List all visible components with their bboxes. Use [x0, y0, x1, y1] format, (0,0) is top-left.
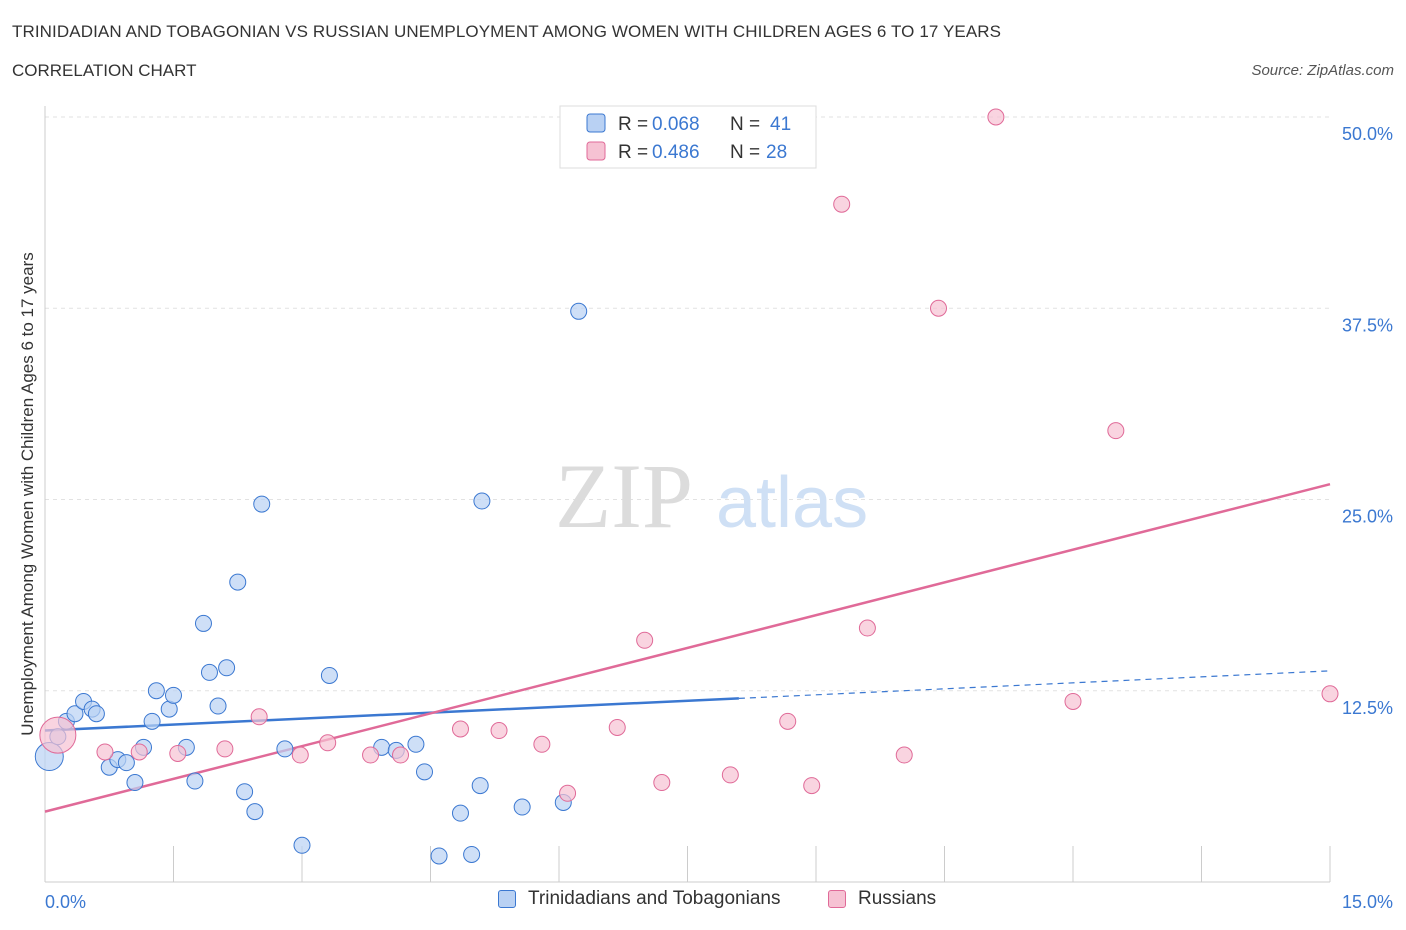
point-trinidadian-20 — [209, 697, 227, 715]
point-russian-10 — [451, 720, 469, 738]
point-russian-17 — [721, 766, 739, 784]
legend-swatch-blue — [586, 113, 606, 133]
point-trinidadian-21 — [218, 659, 236, 677]
point-russian-27 — [1321, 685, 1339, 703]
point-russian-1 — [96, 743, 114, 761]
point-russian-0 — [39, 716, 77, 754]
source-label: Source: ZipAtlas.com — [1251, 62, 1394, 79]
x-tick-label-min: 0.0% — [45, 892, 86, 912]
trendline-russian — [44, 482, 1331, 813]
legend-label-russians: Russians — [858, 888, 937, 909]
point-trinidadian-34 — [451, 804, 469, 822]
point-trinidadian-28 — [320, 666, 338, 684]
point-trinidadian-19 — [200, 663, 218, 681]
point-russian-25 — [1064, 692, 1082, 710]
x-tick-label-max: 15.0% — [1342, 892, 1393, 912]
point-trinidadian-18 — [194, 614, 212, 632]
trendline-trinidadian — [44, 697, 739, 732]
point-russian-6 — [291, 746, 309, 764]
legend-label-trinidadians: Trinidadians and Tobagonians — [528, 888, 781, 909]
point-trinidadian-32 — [416, 763, 434, 781]
point-trinidadian-24 — [246, 803, 264, 821]
point-trinidadian-12 — [143, 712, 161, 730]
point-trinidadian-3 — [66, 705, 84, 723]
legend-n-label-2: N = — [730, 142, 760, 163]
point-trinidadian-25 — [253, 495, 271, 513]
point-trinidadian-17 — [186, 772, 204, 790]
point-trinidadian-40 — [570, 302, 588, 320]
point-trinidadian-35 — [463, 845, 481, 863]
point-russian-11 — [490, 722, 508, 740]
y-tick-label-0: 12.5% — [1342, 698, 1393, 718]
point-russian-7 — [319, 734, 337, 752]
legend-r-label-2: R = — [618, 142, 648, 163]
point-trinidadian-9 — [117, 754, 135, 772]
legend-item-trinidadians: Trinidadians and Tobagonians — [498, 888, 780, 910]
point-trinidadian-15 — [165, 686, 182, 704]
point-trinidadian-13 — [147, 682, 165, 700]
axes — [44, 106, 1331, 883]
legend-swatch-pink — [586, 141, 606, 161]
trendlines — [44, 482, 1331, 813]
point-russian-26 — [1107, 422, 1125, 440]
point-trinidadian-22 — [229, 573, 247, 591]
watermark-atlas: atlas — [716, 463, 868, 543]
legend-swatch-russians — [828, 890, 846, 908]
point-russian-2 — [130, 743, 148, 761]
point-russian-12 — [533, 735, 551, 753]
y-tick-label-2: 37.5% — [1342, 315, 1393, 335]
y-axis-label: Unemployment Among Women with Children A… — [18, 252, 37, 736]
point-russian-5 — [250, 708, 268, 726]
point-russian-15 — [636, 631, 654, 649]
point-trinidadian-10 — [126, 774, 144, 792]
point-trinidadian-38 — [513, 798, 531, 816]
point-russian-21 — [858, 619, 876, 637]
gridlines — [45, 116, 1330, 692]
point-russian-19 — [803, 777, 821, 795]
legend-r-label-1: R = — [618, 114, 648, 135]
point-trinidadian-23 — [236, 783, 254, 801]
point-trinidadian-6 — [87, 705, 105, 723]
point-russian-4 — [216, 740, 234, 758]
point-russian-16 — [653, 774, 671, 792]
point-russian-23 — [930, 299, 948, 317]
x-tick-labels: 0.0% 15.0% — [45, 892, 1393, 912]
y-tick-label-3: 50.0% — [1342, 124, 1393, 144]
point-russian-3 — [169, 744, 187, 762]
point-trinidadian-36 — [471, 777, 489, 795]
point-russian-14 — [608, 718, 626, 736]
watermark: ZIP atlas — [555, 445, 868, 547]
point-russian-9 — [392, 746, 410, 764]
point-trinidadian-31 — [407, 735, 425, 753]
point-trinidadian-27 — [293, 836, 311, 854]
legend-box: R = 0.068 N = 41 R = 0.486 N = 28 — [559, 105, 817, 169]
legend-n-label-1: N = — [730, 114, 760, 135]
point-russian-24 — [987, 108, 1005, 126]
point-russian-13 — [559, 784, 577, 802]
legend-n-value-2: 28 — [766, 142, 787, 163]
chart-subtitle: CORRELATION CHART — [12, 61, 197, 80]
y-tick-labels: 12.5% 25.0% 37.5% 50.0% — [1342, 124, 1393, 718]
chart-title: TRINIDADIAN AND TOBAGONIAN VS RUSSIAN UN… — [12, 22, 1002, 41]
series-legend: Trinidadians and Tobagonians Russians — [0, 888, 1406, 918]
legend-swatch-trinidadians — [498, 890, 516, 908]
point-russian-8 — [362, 746, 380, 764]
legend-item-russians: Russians — [828, 888, 936, 910]
point-russian-20 — [833, 195, 851, 213]
point-trinidadian-26 — [276, 740, 294, 758]
legend-r-value-1: 0.068 — [652, 114, 700, 135]
point-trinidadian-37 — [473, 492, 491, 510]
point-russian-22 — [895, 746, 913, 764]
point-trinidadian-33 — [430, 847, 448, 865]
trendline-trinidadian-extension — [738, 670, 1331, 699]
legend-n-value-1: 41 — [770, 114, 791, 135]
watermark-zip: ZIP — [555, 445, 693, 547]
data-points — [34, 108, 1339, 865]
point-russian-18 — [779, 712, 797, 730]
legend-r-value-2: 0.486 — [652, 142, 700, 163]
y-tick-label-1: 25.0% — [1342, 507, 1393, 527]
